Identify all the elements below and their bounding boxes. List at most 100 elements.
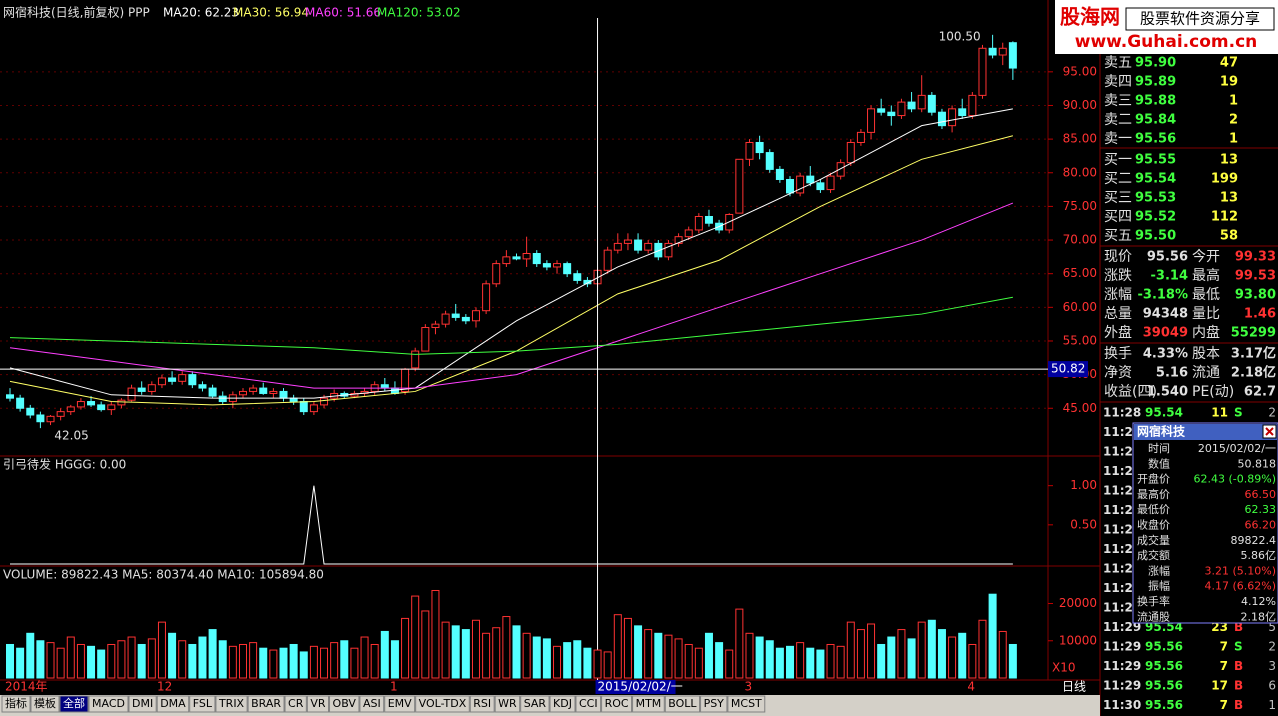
tab[interactable]: 指标 [5,696,27,710]
candle-body [704,215,713,224]
tab[interactable]: MCST [731,697,762,710]
candle-body [978,47,987,96]
stat-label: 流通 [1192,365,1220,381]
order-volume: 58 [1220,229,1238,244]
tab[interactable]: RSI [473,697,491,710]
tab-box[interactable] [469,695,495,713]
tab-box[interactable] [359,695,385,713]
tab-box[interactable] [575,695,602,713]
tab-box[interactable] [306,695,330,713]
tooltip-close-x[interactable] [1265,427,1274,436]
tick-time: 11:2 [1103,464,1133,478]
volume-bar [26,632,35,679]
candle-body [573,273,582,281]
tooltip-label: 振幅 [1148,579,1170,593]
order-label: 买五 [1104,228,1132,244]
tab-box[interactable] [88,695,129,713]
tooltip-value: 3.21 (5.10%) [1204,564,1276,577]
tooltip-value: 50.818 [1238,457,1277,470]
stat-value: 94348 [1143,307,1188,322]
stat-value: -3.18% [1138,288,1189,303]
order-price: 95.56 [1135,132,1176,147]
tab-box[interactable] [520,695,550,713]
tab-box[interactable] [415,695,470,713]
candle-body [897,101,906,117]
tab-box[interactable] [329,695,360,713]
stat-value: 4.33% [1143,347,1188,362]
tab[interactable]: CR [288,697,304,710]
stat-label: 涨跌 [1104,268,1132,284]
tab[interactable]: 模板 [34,696,56,710]
tab-box[interactable] [700,695,728,713]
tick-time: 11:28 [1103,406,1141,420]
order-price: 95.88 [1135,94,1176,109]
tab-box[interactable] [1,695,31,713]
tab[interactable]: ROC [605,697,629,710]
volume-bar [644,629,653,679]
volume-bar [289,643,298,679]
stat-label: 内盘 [1192,324,1220,341]
tab-box[interactable] [189,695,216,713]
y-tick-label: 95.00 [1063,64,1097,78]
candle-body [441,313,450,325]
candle-body [16,397,25,409]
candle-body [786,178,795,194]
tab-box[interactable] [284,695,307,713]
volume-bar [715,642,724,679]
tab[interactable]: KDJ [553,697,572,710]
volume-bar [238,643,247,679]
tab[interactable]: MACD [92,697,125,710]
tab[interactable]: EMV [388,697,412,710]
tab-box[interactable] [156,695,190,713]
tab-box[interactable] [494,695,521,713]
tab[interactable]: BRAR [251,697,281,710]
tab[interactable]: BOLL [668,697,697,710]
candle-body [76,401,85,408]
stat-value: 2.18亿 [1231,365,1276,381]
stat-label: 涨幅 [1104,287,1132,303]
tab-box[interactable] [128,695,157,713]
order-price: 95.84 [1135,113,1176,128]
ma-line [9,202,1014,389]
volume-bar [512,625,521,679]
tab[interactable]: PSY [704,697,725,710]
candle-body [492,263,501,285]
tab-box[interactable] [549,695,576,713]
tab-box[interactable] [727,695,766,713]
tooltip-label: 最低价 [1137,503,1170,516]
volume-bar [451,625,460,679]
tab[interactable]: CCI [579,697,598,710]
tab[interactable]: 全部 [63,696,85,710]
tab-box[interactable] [30,695,60,713]
tab[interactable]: TRIX [218,697,245,710]
tab-box[interactable] [601,695,633,713]
candle-body [168,377,177,382]
tick-time: 11:29 [1103,620,1141,634]
tab-box[interactable] [384,695,416,713]
tab[interactable]: WR [498,697,517,710]
tab[interactable]: FSL [193,697,213,710]
tab[interactable]: OBV [333,697,357,710]
tab[interactable]: DMI [132,697,153,710]
volume-bar [897,629,906,679]
tab[interactable]: SAR [524,697,547,710]
tab-box[interactable] [59,695,89,713]
candle-body [137,387,146,392]
tick-price: 95.56 [1145,698,1183,712]
stat-value: 99.33 [1235,250,1276,265]
tab[interactable]: VOL-TDX [419,697,467,710]
tick-price: 95.56 [1145,679,1183,693]
tab[interactable]: VR [310,697,326,710]
tab-box[interactable] [632,695,665,713]
tab-box[interactable] [247,695,285,713]
tooltip-label: 流通股 [1137,609,1170,623]
tab-box[interactable] [664,695,701,713]
candle-body [988,47,997,56]
candle-body [471,310,480,322]
tab-box[interactable] [215,695,248,713]
stat-value: 1.540 [1147,385,1188,400]
tab[interactable]: MTM [636,697,662,710]
volume-bar [461,629,470,679]
tab[interactable]: ASI [363,697,381,710]
tab[interactable]: DMA [160,697,186,710]
